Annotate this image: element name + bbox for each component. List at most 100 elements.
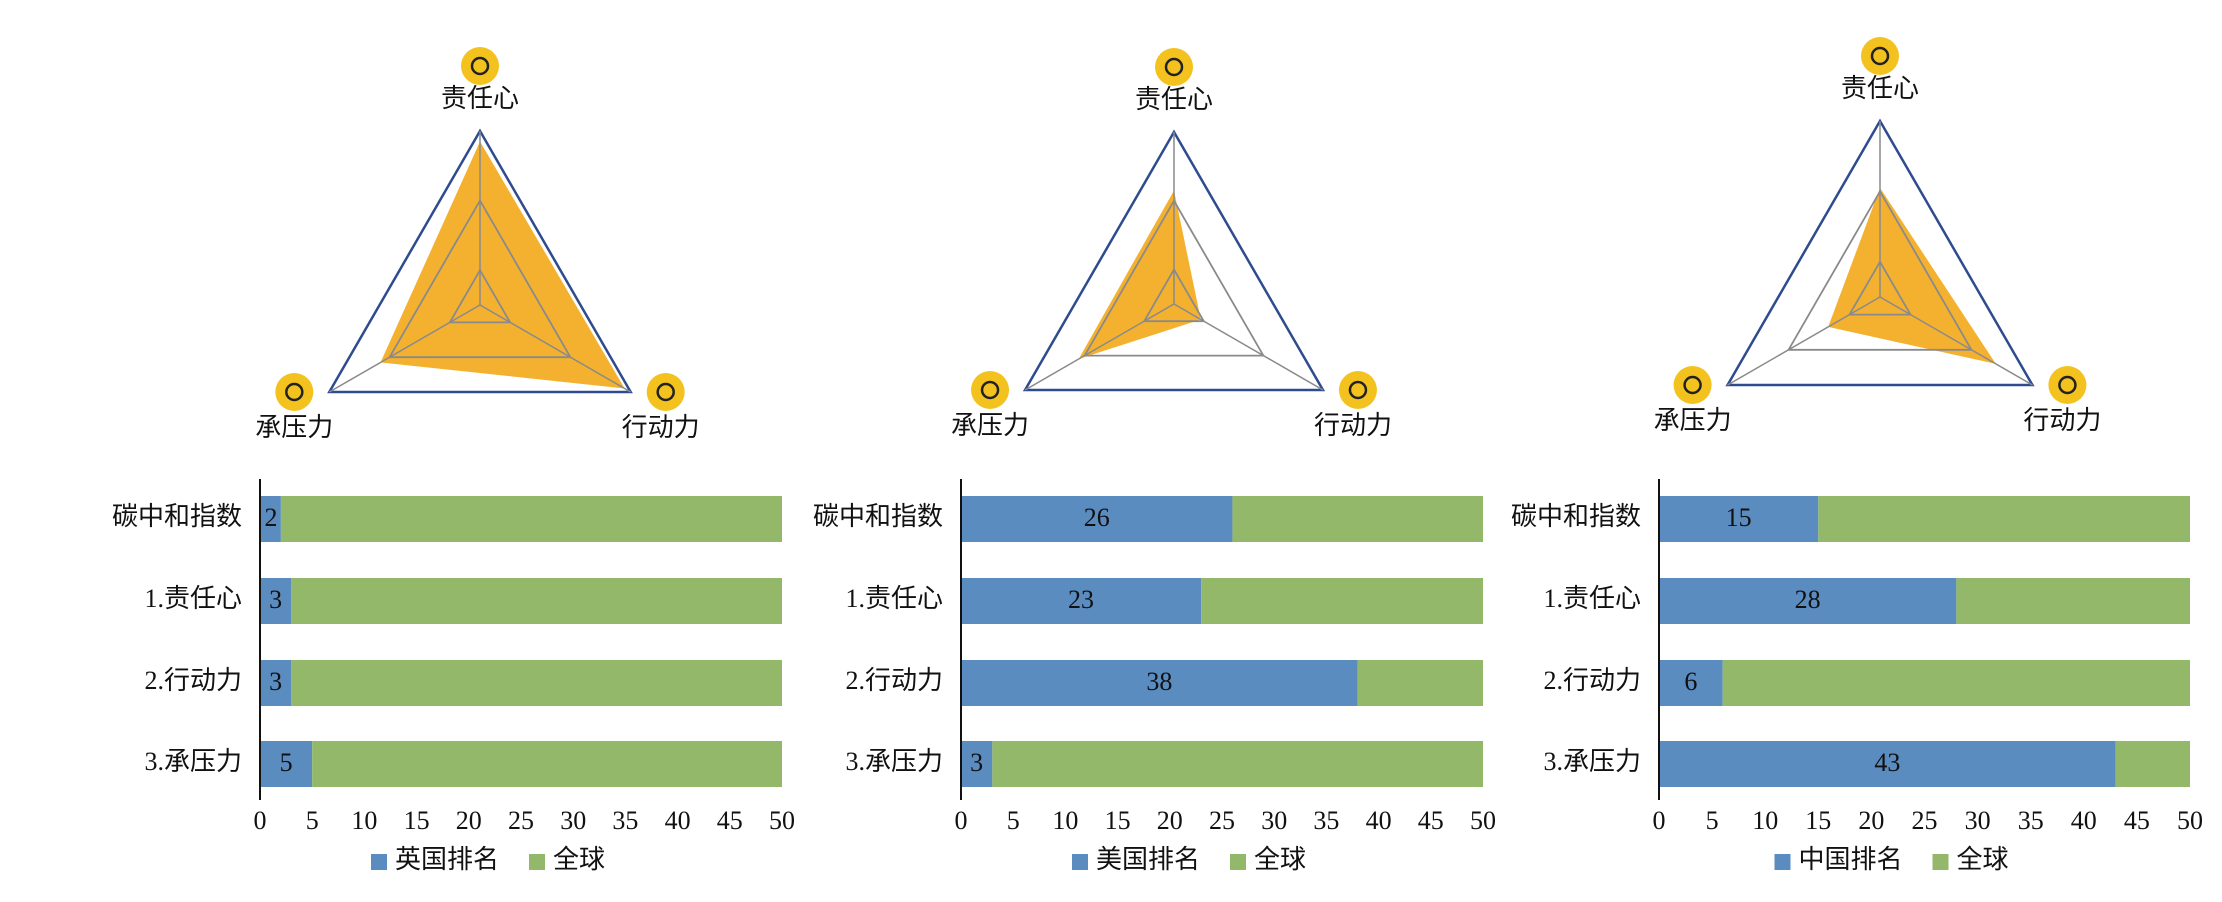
x-tick-label: 40 bbox=[2071, 806, 2097, 835]
legend-swatch bbox=[529, 854, 546, 870]
icon-glyph bbox=[1870, 46, 1890, 66]
legend-label: 全球 bbox=[1254, 845, 1306, 874]
category-label: 2.行动力 bbox=[144, 666, 242, 695]
radar-grid bbox=[448, 268, 512, 324]
bar-value-label: 15 bbox=[1726, 503, 1752, 532]
radar-spoke bbox=[1727, 296, 1881, 386]
x-tick-label: 10 bbox=[1752, 806, 1778, 835]
x-tick-label: 10 bbox=[1052, 806, 1078, 835]
icon bbox=[646, 373, 685, 411]
radar-spoke bbox=[1879, 296, 2033, 386]
bar-segment bbox=[260, 578, 292, 624]
x-tick-label: 30 bbox=[1261, 806, 1287, 835]
radar-grid bbox=[1083, 199, 1265, 357]
x-tick-label: 30 bbox=[1965, 806, 1991, 835]
category-label: 1.责任心 bbox=[845, 584, 943, 613]
x-tick-label: 35 bbox=[1313, 806, 1339, 835]
category-label: 3.承压力 bbox=[845, 747, 943, 776]
bar-value-label: 43 bbox=[1874, 748, 1900, 777]
x-tick-label: 0 bbox=[254, 806, 267, 835]
x-tick-label: 15 bbox=[1805, 806, 1831, 835]
radar-label: 行动力 bbox=[2023, 406, 2101, 435]
bar-segment bbox=[1818, 496, 2190, 542]
radar-grid bbox=[1847, 259, 1913, 316]
radar-spoke bbox=[328, 304, 481, 393]
category-label: 3.承压力 bbox=[144, 747, 242, 776]
legend-label: 英国排名 bbox=[395, 845, 499, 874]
x-tick-label: 45 bbox=[717, 806, 743, 835]
icon bbox=[1155, 48, 1193, 86]
icon-glyph bbox=[1164, 57, 1184, 77]
icon-glyph bbox=[1348, 380, 1368, 400]
radar-label: 责任心 bbox=[441, 84, 519, 113]
bar-value-label: 5 bbox=[280, 748, 293, 777]
bar-segment bbox=[291, 578, 782, 624]
bar-segment bbox=[1722, 660, 2190, 706]
category-label: 2.行动力 bbox=[845, 666, 943, 695]
x-tick-label: 45 bbox=[1418, 806, 1444, 835]
icon bbox=[2048, 366, 2087, 404]
bar-value-label: 23 bbox=[1068, 585, 1094, 614]
radar-label: 责任心 bbox=[1841, 74, 1919, 103]
bar-segment bbox=[1232, 496, 1483, 542]
icon bbox=[461, 47, 499, 85]
x-tick-label: 20 bbox=[456, 806, 482, 835]
radar-grid bbox=[1786, 189, 1974, 351]
x-tick-label: 5 bbox=[1706, 806, 1719, 835]
radar-label: 行动力 bbox=[622, 413, 700, 442]
bar-value-label: 3 bbox=[970, 748, 983, 777]
radar-spoke bbox=[1024, 303, 1175, 391]
bar-value-label: 26 bbox=[1084, 503, 1110, 532]
x-tick-label: 50 bbox=[1470, 806, 1496, 835]
bar-segment bbox=[1659, 660, 1723, 706]
x-tick-label: 35 bbox=[2018, 806, 2044, 835]
x-tick-label: 50 bbox=[769, 806, 795, 835]
x-tick-label: 25 bbox=[1209, 806, 1235, 835]
category-label: 碳中和指数 bbox=[112, 502, 242, 531]
icon bbox=[275, 373, 314, 411]
bar-value-label: 3 bbox=[269, 585, 282, 614]
bar-value-label: 38 bbox=[1146, 667, 1172, 696]
bar-segment bbox=[312, 741, 782, 787]
x-tick-label: 20 bbox=[1858, 806, 1884, 835]
bar-segment bbox=[961, 578, 1202, 624]
bar-segment bbox=[260, 741, 313, 787]
radar-spoke bbox=[479, 304, 632, 393]
radar-grid bbox=[1022, 129, 1326, 392]
legend-swatch bbox=[1072, 854, 1088, 870]
x-tick-label: 15 bbox=[404, 806, 430, 835]
x-tick-label: 15 bbox=[1105, 806, 1131, 835]
legend-swatch bbox=[1932, 854, 1949, 870]
category-label: 碳中和指数 bbox=[1511, 502, 1641, 531]
legend-label: 全球 bbox=[1957, 845, 2009, 874]
bar-value-label: 6 bbox=[1684, 667, 1697, 696]
radar-grid bbox=[1725, 118, 2035, 387]
bar-segment bbox=[260, 496, 281, 542]
radar-grid bbox=[388, 198, 572, 359]
legend-swatch bbox=[1774, 854, 1791, 870]
bar-segment bbox=[260, 660, 292, 706]
x-tick-label: 35 bbox=[612, 806, 638, 835]
x-tick-label: 45 bbox=[2124, 806, 2150, 835]
icon-glyph bbox=[285, 382, 304, 402]
bar-segment bbox=[1201, 578, 1483, 624]
legend-label: 全球 bbox=[553, 845, 605, 874]
radar-label: 承压力 bbox=[1654, 406, 1732, 435]
radar-label: 承压力 bbox=[255, 413, 333, 442]
x-tick-label: 0 bbox=[955, 806, 968, 835]
bar-segment bbox=[2115, 741, 2190, 787]
category-label: 2.行动力 bbox=[1543, 666, 1641, 695]
radar-area bbox=[1078, 190, 1201, 360]
bar-segment bbox=[961, 496, 1233, 542]
bar-segment bbox=[992, 741, 1483, 787]
x-tick-label: 40 bbox=[665, 806, 691, 835]
x-tick-label: 40 bbox=[1366, 806, 1392, 835]
x-tick-label: 5 bbox=[1007, 806, 1020, 835]
icon bbox=[1673, 366, 1712, 404]
icon bbox=[1861, 37, 1899, 75]
bar-segment bbox=[1357, 660, 1483, 706]
icon-glyph bbox=[980, 380, 1000, 400]
bar-segment bbox=[1659, 741, 2116, 787]
radar-grid bbox=[327, 128, 633, 394]
x-tick-label: 10 bbox=[351, 806, 377, 835]
